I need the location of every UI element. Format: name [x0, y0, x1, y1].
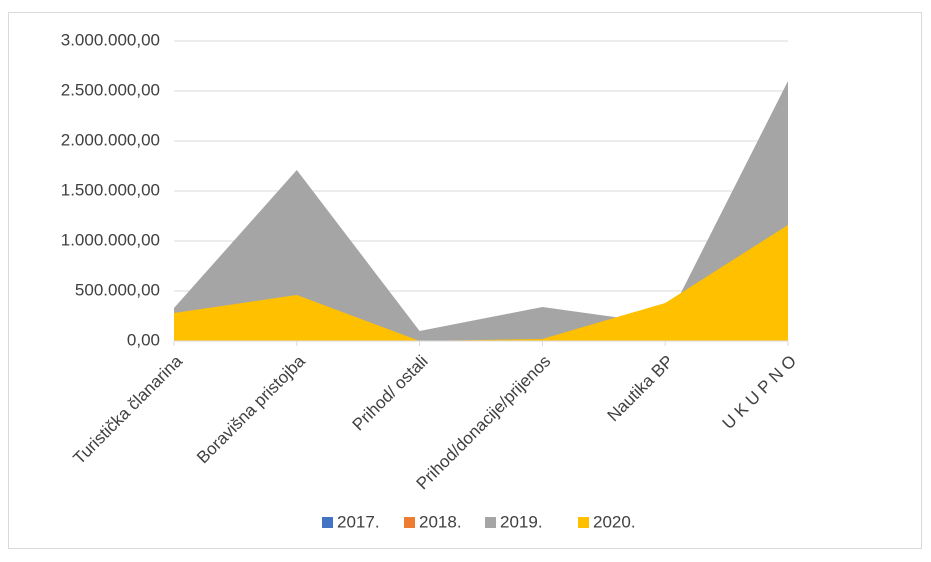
legend-swatch: [404, 517, 415, 528]
area: [174, 225, 788, 341]
legend-label: 2019.: [500, 512, 543, 531]
y-tick-label: 1.500.000,00: [61, 180, 160, 199]
y-tick-label: 500.000,00: [75, 280, 160, 299]
y-tick-label: 3.000.000,00: [61, 30, 160, 49]
legend-label: 2020.: [593, 512, 636, 531]
legend-swatch: [485, 517, 496, 528]
legend-label: 2018.: [419, 512, 462, 531]
legend-swatch: [322, 517, 333, 528]
legend-swatch: [578, 517, 589, 528]
area: [174, 81, 788, 341]
y-tick-label: 2.500.000,00: [61, 80, 160, 99]
legend-label: 2017.: [337, 512, 380, 531]
y-tick-label: 0,00: [127, 330, 160, 349]
y-tick-label: 1.000.000,00: [61, 230, 160, 249]
y-tick-label: 2.000.000,00: [61, 130, 160, 149]
